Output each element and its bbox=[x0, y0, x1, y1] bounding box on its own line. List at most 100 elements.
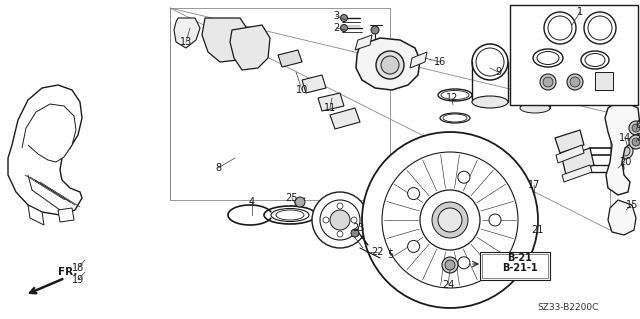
Circle shape bbox=[617, 143, 633, 159]
Text: 15: 15 bbox=[626, 200, 638, 210]
Polygon shape bbox=[230, 25, 270, 70]
Ellipse shape bbox=[264, 206, 316, 224]
Circle shape bbox=[458, 171, 470, 183]
Text: 10: 10 bbox=[296, 85, 308, 95]
Circle shape bbox=[408, 188, 420, 200]
Polygon shape bbox=[562, 165, 592, 182]
Circle shape bbox=[570, 77, 580, 87]
Ellipse shape bbox=[533, 49, 563, 67]
Polygon shape bbox=[355, 35, 372, 50]
Circle shape bbox=[337, 203, 343, 209]
Text: 7: 7 bbox=[635, 133, 640, 143]
Circle shape bbox=[320, 200, 360, 240]
Text: 12: 12 bbox=[446, 93, 458, 103]
Bar bbox=[510, 5, 638, 105]
Ellipse shape bbox=[438, 89, 472, 101]
Ellipse shape bbox=[271, 209, 309, 221]
Text: B-21: B-21 bbox=[508, 253, 532, 263]
Circle shape bbox=[632, 124, 640, 132]
Text: 4: 4 bbox=[249, 197, 255, 207]
Text: 17: 17 bbox=[528, 180, 540, 190]
Circle shape bbox=[629, 121, 640, 135]
Text: 22: 22 bbox=[372, 247, 384, 257]
Ellipse shape bbox=[520, 60, 550, 90]
Text: 25: 25 bbox=[285, 193, 298, 203]
Polygon shape bbox=[58, 208, 74, 222]
Circle shape bbox=[544, 12, 576, 44]
Polygon shape bbox=[410, 52, 427, 68]
Circle shape bbox=[567, 74, 583, 90]
Polygon shape bbox=[318, 93, 344, 111]
Polygon shape bbox=[556, 145, 584, 163]
Circle shape bbox=[420, 190, 480, 250]
Text: 11: 11 bbox=[324, 103, 336, 113]
Circle shape bbox=[295, 197, 305, 207]
Circle shape bbox=[489, 214, 501, 226]
Circle shape bbox=[323, 217, 329, 223]
Circle shape bbox=[351, 217, 357, 223]
Circle shape bbox=[543, 77, 553, 87]
Circle shape bbox=[588, 16, 612, 40]
Polygon shape bbox=[302, 75, 326, 93]
Circle shape bbox=[442, 257, 458, 273]
Ellipse shape bbox=[472, 44, 508, 80]
Text: B-21-1: B-21-1 bbox=[502, 263, 538, 273]
Text: 20: 20 bbox=[619, 157, 631, 167]
Circle shape bbox=[382, 152, 518, 288]
Circle shape bbox=[629, 135, 640, 149]
Circle shape bbox=[340, 14, 348, 21]
Text: 2: 2 bbox=[333, 23, 339, 33]
Text: 3: 3 bbox=[333, 11, 339, 21]
Circle shape bbox=[312, 192, 368, 248]
Circle shape bbox=[362, 132, 538, 308]
Circle shape bbox=[351, 229, 359, 237]
Ellipse shape bbox=[472, 96, 508, 108]
Ellipse shape bbox=[520, 103, 550, 113]
Circle shape bbox=[438, 208, 462, 232]
Circle shape bbox=[340, 25, 348, 32]
Polygon shape bbox=[562, 148, 594, 175]
Bar bbox=[480, 252, 550, 280]
Polygon shape bbox=[356, 38, 420, 90]
Text: 5: 5 bbox=[387, 250, 393, 260]
Polygon shape bbox=[28, 205, 44, 225]
Text: 13: 13 bbox=[180, 37, 192, 47]
Polygon shape bbox=[8, 85, 82, 215]
Bar bbox=[482, 254, 548, 278]
Ellipse shape bbox=[381, 56, 399, 74]
Text: SZ33-B2200C: SZ33-B2200C bbox=[538, 303, 598, 313]
Text: 8: 8 bbox=[215, 163, 221, 173]
Text: FR.: FR. bbox=[58, 267, 77, 277]
Text: 9: 9 bbox=[495, 67, 501, 77]
Polygon shape bbox=[278, 50, 302, 67]
Polygon shape bbox=[555, 130, 584, 153]
Polygon shape bbox=[22, 104, 76, 162]
Circle shape bbox=[612, 162, 624, 174]
Ellipse shape bbox=[440, 113, 470, 123]
Circle shape bbox=[445, 260, 455, 270]
Circle shape bbox=[371, 26, 379, 34]
Circle shape bbox=[540, 74, 556, 90]
Text: 1: 1 bbox=[577, 7, 583, 17]
Circle shape bbox=[337, 231, 343, 237]
Circle shape bbox=[548, 16, 572, 40]
Circle shape bbox=[584, 12, 616, 44]
Ellipse shape bbox=[581, 51, 609, 69]
Text: 16: 16 bbox=[434, 57, 446, 67]
Circle shape bbox=[458, 257, 470, 269]
Text: 24: 24 bbox=[442, 280, 454, 290]
Text: 14: 14 bbox=[619, 133, 631, 143]
Polygon shape bbox=[605, 100, 640, 195]
Circle shape bbox=[408, 241, 420, 252]
Polygon shape bbox=[608, 200, 636, 235]
Text: 19: 19 bbox=[72, 275, 84, 285]
Polygon shape bbox=[202, 18, 248, 62]
Circle shape bbox=[620, 146, 630, 156]
Text: 18: 18 bbox=[72, 263, 84, 273]
Text: 23: 23 bbox=[352, 223, 364, 233]
Circle shape bbox=[330, 210, 350, 230]
Ellipse shape bbox=[376, 51, 404, 79]
Text: 6: 6 bbox=[635, 120, 640, 130]
Polygon shape bbox=[330, 108, 360, 129]
Text: 21: 21 bbox=[531, 225, 543, 235]
